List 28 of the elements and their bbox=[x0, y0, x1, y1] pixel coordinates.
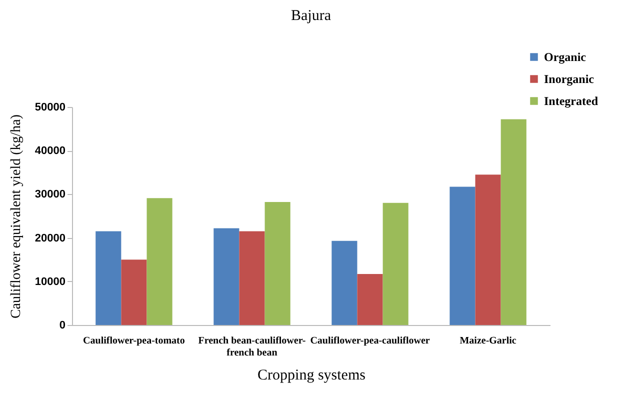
bar bbox=[239, 231, 265, 325]
x-tick-label: Cauliflower-pea-cauliflower bbox=[310, 336, 430, 346]
bar bbox=[357, 274, 383, 325]
bar bbox=[146, 198, 172, 325]
y-tick-label: 20000 bbox=[34, 232, 66, 244]
x-tick-label: Maize-Garlic bbox=[460, 336, 517, 346]
y-tick-label: 10000 bbox=[34, 276, 66, 288]
legend-label: Inorganic bbox=[544, 72, 595, 86]
y-tick-label: 50000 bbox=[34, 102, 66, 114]
x-tick-label: Cauliflower-pea-tomato bbox=[83, 336, 185, 346]
bar bbox=[214, 228, 240, 325]
bar bbox=[121, 260, 147, 325]
bar bbox=[382, 202, 408, 325]
x-tick-label: French bean-cauliflower-french bean bbox=[198, 336, 306, 358]
y-tick-label: 30000 bbox=[34, 188, 66, 201]
legend-label: Organic bbox=[544, 50, 587, 64]
x-axis-title: Cropping systems bbox=[258, 368, 366, 384]
y-tick-label: 0 bbox=[59, 320, 66, 332]
chart-title: Bajura bbox=[291, 8, 332, 24]
bar bbox=[332, 240, 358, 325]
y-tick-label: 40000 bbox=[34, 145, 66, 158]
bar bbox=[500, 119, 526, 325]
bar bbox=[264, 202, 290, 325]
bar bbox=[475, 174, 501, 325]
bar bbox=[96, 231, 122, 325]
y-axis-title: Cauliflower equivalent yield (kg/ha) bbox=[8, 114, 24, 319]
bar bbox=[450, 186, 476, 325]
legend-label: Integrated bbox=[544, 94, 598, 108]
